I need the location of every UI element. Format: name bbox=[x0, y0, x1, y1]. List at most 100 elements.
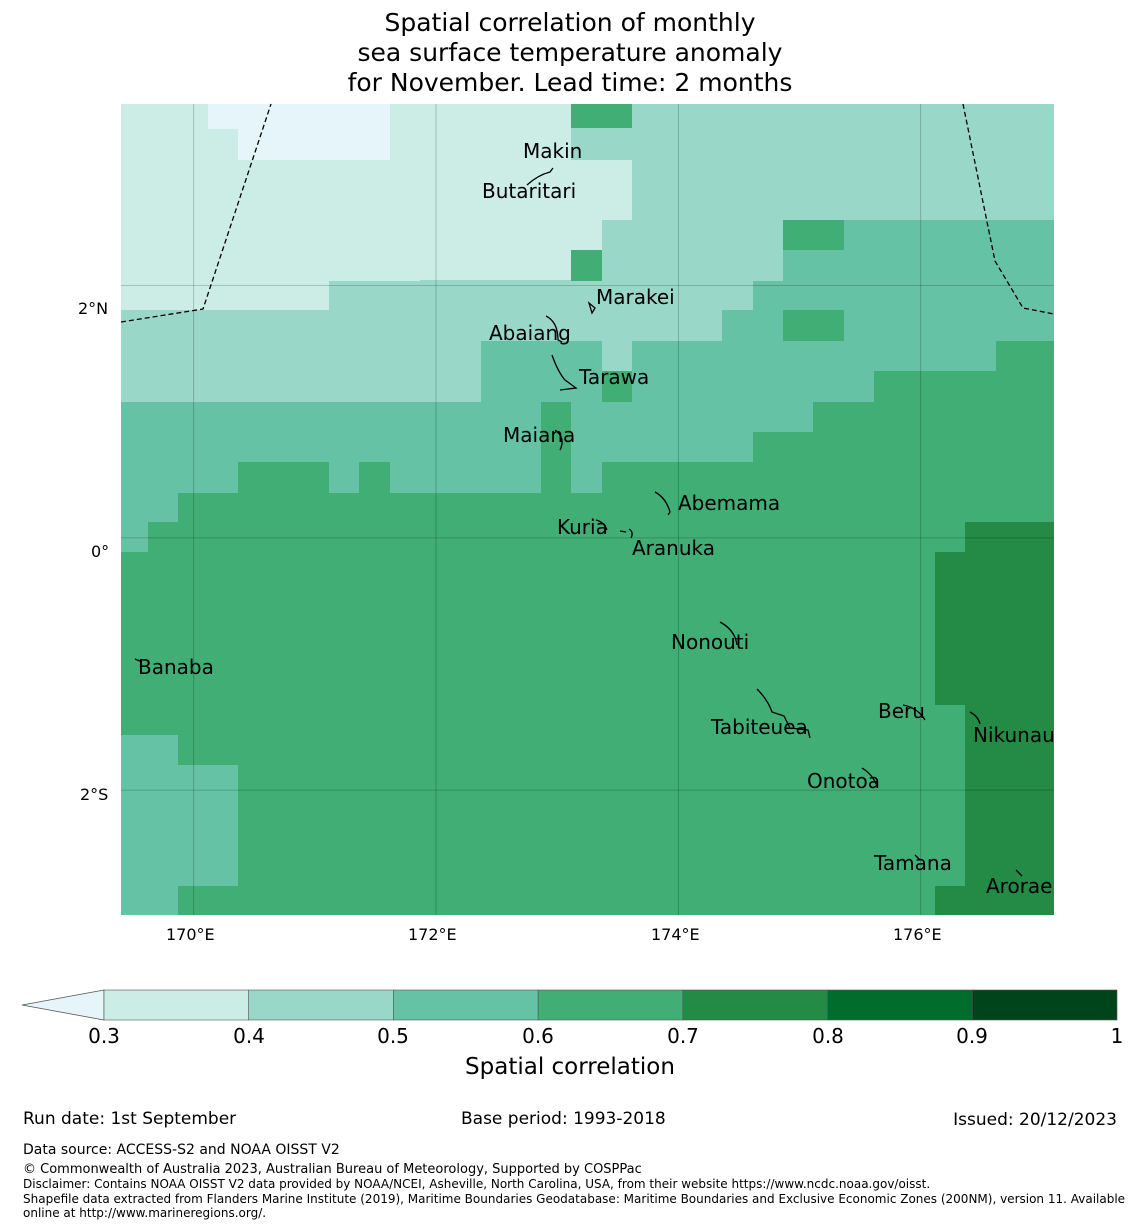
title-line-3: for November. Lead time: 2 months bbox=[347, 68, 793, 97]
colorbar-tick-0.5: 0.5 bbox=[377, 1024, 409, 1048]
title-line-2: sea surface temperature anomaly bbox=[357, 38, 783, 67]
eez-boundaries bbox=[120, 103, 1055, 323]
run-date: Run date: 1st September bbox=[23, 1109, 237, 1129]
grid-cell-region bbox=[238, 432, 329, 462]
grid-cell-region bbox=[722, 310, 783, 341]
grid-cell-region bbox=[121, 765, 238, 886]
island-outline bbox=[654, 491, 671, 516]
grid-cell-region bbox=[602, 310, 722, 341]
grid-cell-region bbox=[541, 402, 571, 493]
x-tick-172: 172°E bbox=[408, 925, 457, 944]
colorbar-tick-0.6: 0.6 bbox=[522, 1024, 554, 1048]
graticule bbox=[121, 104, 1054, 915]
title-line-1: Spatial correlation of monthly bbox=[384, 8, 756, 37]
grid-cell-region bbox=[121, 402, 813, 432]
colorbar-tick-0.4: 0.4 bbox=[233, 1024, 265, 1048]
grid-cell-region bbox=[844, 160, 1054, 220]
island-outline bbox=[914, 854, 921, 861]
island-label-nikunau: Nikunau bbox=[973, 723, 1055, 747]
chart-title: Spatial correlation of monthly sea surfa… bbox=[0, 8, 1140, 98]
eez-boundary-east bbox=[962, 103, 1055, 315]
colorbar-tick-1: 1 bbox=[1110, 1024, 1124, 1048]
grid-cell-region bbox=[632, 160, 844, 220]
grid-cell-region bbox=[935, 886, 965, 915]
island-outline bbox=[902, 704, 926, 721]
grid-cell-region bbox=[602, 432, 753, 462]
grid-cell-region bbox=[359, 432, 390, 462]
colorbar-tick-0.9: 0.9 bbox=[956, 1024, 988, 1048]
island-outline bbox=[719, 621, 738, 646]
grid-cell-region bbox=[813, 371, 874, 402]
grid-cell-region bbox=[481, 341, 602, 402]
island-outline bbox=[551, 354, 578, 391]
grid-cell-region bbox=[571, 220, 602, 250]
island-label-beru: Beru bbox=[878, 699, 925, 723]
island-label-maiana: Maiana bbox=[503, 423, 575, 447]
grid-cell-region bbox=[571, 160, 632, 220]
island-label-marakei: Marakei bbox=[596, 285, 675, 309]
grid-cell-region bbox=[602, 220, 783, 281]
island-outline bbox=[756, 688, 811, 739]
grid-cell-region bbox=[632, 341, 722, 402]
grid-cell-region bbox=[783, 250, 844, 281]
grid-cell-region bbox=[602, 281, 753, 310]
grid-cell-region bbox=[121, 250, 420, 281]
island-outline bbox=[134, 658, 143, 663]
island-label-banaba: Banaba bbox=[138, 655, 214, 679]
grid-cell-region bbox=[329, 432, 359, 493]
colorbar-label: Spatial correlation bbox=[465, 1054, 675, 1080]
island-outline bbox=[619, 528, 633, 539]
grid-cell-region bbox=[602, 341, 632, 371]
island-outline bbox=[595, 519, 608, 531]
grid-cell-region bbox=[329, 281, 420, 310]
island-outline bbox=[587, 301, 596, 315]
data-source: Data source: ACCESS-S2 and NOAA OISST V2 bbox=[23, 1142, 340, 1158]
colorbar-swatch bbox=[971, 989, 1118, 1021]
island-label-abemama: Abemama bbox=[678, 491, 780, 515]
island-label-arorae: Arorae bbox=[986, 874, 1052, 898]
grid-cell-region bbox=[238, 129, 390, 160]
island-label-abaiang: Abaiang bbox=[489, 321, 571, 345]
colorbar-swatch bbox=[248, 989, 394, 1021]
island-outline bbox=[554, 429, 563, 451]
island-layer: Makin Butaritari Marakei Abaiang Tarawa Maian… bbox=[134, 139, 1055, 898]
colorbar-swatch bbox=[103, 989, 250, 1021]
island-label-tabiteuea: Tabiteuea bbox=[710, 715, 808, 739]
colorbar-swatch bbox=[682, 989, 828, 1021]
grid-cell-region bbox=[148, 432, 178, 522]
y-tick-0: 0° bbox=[91, 542, 110, 561]
issued-date: Issued: 20/12/2023 bbox=[953, 1110, 1117, 1130]
island-label-tarawa: Tarawa bbox=[578, 365, 649, 389]
grid-cell-region bbox=[571, 432, 602, 493]
island-label-tamana: Tamana bbox=[873, 851, 952, 875]
colorbar-extend-arrow bbox=[21, 989, 105, 1021]
grid-cell-region bbox=[874, 341, 996, 371]
island-label-nonouti: Nonouti bbox=[671, 630, 749, 654]
x-tick-174: 174°E bbox=[651, 925, 700, 944]
colorbar-tick-0.7: 0.7 bbox=[667, 1024, 699, 1048]
colorbar-tick-0.8: 0.8 bbox=[812, 1024, 844, 1048]
grid-cell-region bbox=[965, 522, 1054, 915]
grid-cell-region bbox=[481, 310, 602, 341]
grid-cell-region bbox=[935, 552, 965, 705]
island-outline bbox=[545, 315, 563, 343]
island-outline bbox=[861, 767, 877, 785]
colorbar-tick-0.3: 0.3 bbox=[88, 1024, 120, 1048]
base-period: Base period: 1993-2018 bbox=[461, 1109, 666, 1129]
colorbar-swatch bbox=[537, 989, 684, 1021]
island-outline bbox=[1015, 869, 1023, 877]
y-tick-2s: 2°S bbox=[80, 785, 109, 804]
grid-cell-region bbox=[390, 104, 571, 280]
grid-cell-region bbox=[632, 104, 1054, 128]
grid-cell-region bbox=[813, 341, 874, 371]
colorbar-swatch bbox=[393, 989, 539, 1021]
grid-cell-region bbox=[178, 432, 238, 493]
grid-cell-region bbox=[753, 281, 844, 310]
grid-cell-region bbox=[178, 372, 481, 402]
disclaimer: Disclaimer: Contains NOAA OISST V2 data … bbox=[23, 1177, 931, 1191]
grid-cell-region bbox=[390, 432, 541, 493]
shapefile-credit: Shapefile data extracted from Flanders M… bbox=[23, 1192, 1126, 1220]
colorbar bbox=[21, 989, 1118, 1021]
island-label-onotoa: Onotoa bbox=[807, 769, 880, 793]
